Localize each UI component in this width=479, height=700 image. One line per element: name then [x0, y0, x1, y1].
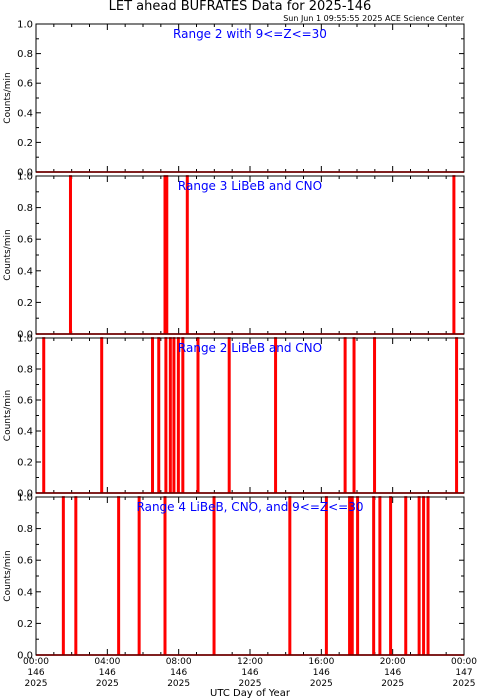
y-axis-label: Counts/min: [3, 390, 13, 441]
x-tick-label: 146: [27, 668, 44, 678]
y-tick-label: 0.8: [17, 365, 33, 376]
x-tick-label: 147: [455, 668, 472, 678]
x-tick-label: 2025: [310, 679, 333, 689]
x-tick-label: 20:00: [380, 657, 406, 667]
y-tick-label: 0.6: [17, 556, 33, 567]
panel-3: 0.0 0.2 0.4 0.6 0.8 1.0 Counts/min Range 2 LiBe…: [3, 334, 465, 500]
panel-frame: [35, 23, 465, 173]
x-tick-label: 00:00: [23, 657, 49, 667]
panels-group: 0.0 0.2 0.4 0.6 0.8 1.0 Counts/min Range 2 with…: [3, 20, 465, 662]
x-axis: 00:00146202504:00146202508:00146202512:0…: [23, 657, 477, 689]
y-tick-label: 0.4: [17, 108, 33, 119]
y-tick-label: 0.0: [17, 168, 33, 179]
y-tick-label: 1.0: [17, 172, 33, 183]
x-tick-label: 2025: [239, 679, 262, 689]
y-tick-label: 0.0: [17, 651, 33, 662]
page-title: LET ahead BUFRATES Data for 2025-146: [109, 0, 372, 14]
x-tick-label: 146: [170, 668, 187, 678]
y-tick-label: 0.2: [17, 458, 33, 469]
panel-frame: [35, 175, 465, 335]
data-trace: [36, 496, 464, 656]
x-tick-label: 146: [313, 668, 330, 678]
y-axis-label: Counts/min: [3, 550, 13, 601]
y-tick-label: 0.8: [17, 524, 33, 535]
y-tick-label: 0.6: [17, 396, 33, 407]
panel-label: Range 3 LiBeB and CNO: [178, 179, 322, 193]
x-tick-label: 2025: [167, 679, 190, 689]
x-tick-label: 12:00: [237, 657, 263, 667]
y-tick-label: 0.6: [17, 79, 33, 90]
y-tick-label: 0.4: [17, 266, 33, 277]
x-tick-label: 146: [99, 668, 116, 678]
x-tick-label: 2025: [381, 679, 404, 689]
panel-frame: [35, 496, 465, 656]
x-tick-label: 146: [384, 668, 401, 678]
y-tick-label: 0.4: [17, 587, 33, 598]
data-trace: [36, 337, 464, 494]
x-tick-label: 16:00: [308, 657, 334, 667]
y-tick-label: 0.8: [17, 203, 33, 214]
x-tick-label: 2025: [453, 679, 476, 689]
y-tick-label: 0.8: [17, 49, 33, 60]
x-axis-label: UTC Day of Year: [210, 688, 291, 699]
y-tick-label: 0.2: [17, 298, 33, 309]
panel-label: Range 2 with 9<=Z<=30: [173, 27, 327, 41]
panel-label: Range 4 LiBeB, CNO, and 9<=Z<=30: [137, 500, 364, 514]
x-tick-label: 146: [241, 668, 258, 678]
y-tick-label: 0.0: [17, 489, 33, 500]
y-axis-label: Counts/min: [3, 229, 13, 280]
panel-frame: [35, 337, 465, 494]
y-tick-label: 1.0: [17, 20, 33, 31]
data-trace: [36, 175, 464, 335]
x-tick-label: 04:00: [94, 657, 120, 667]
y-tick-label: 0.2: [17, 619, 33, 630]
x-tick-label: 2025: [25, 679, 48, 689]
y-tick-label: 0.0: [17, 330, 33, 341]
panel-2: 0.0 0.2 0.4 0.6 0.8 1.0 Counts/min Range 3 LiBe…: [3, 172, 465, 341]
y-tick-label: 0.4: [17, 427, 33, 438]
timestamp: Sun Jun 1 09:55:55 2025 ACE Science Cent…: [283, 14, 465, 23]
panel-4: 0.0 0.2 0.4 0.6 0.8 1.0 Counts/min Range 4 LiBe…: [3, 493, 465, 662]
y-tick-label: 1.0: [17, 493, 33, 504]
x-tick-label: 2025: [96, 679, 119, 689]
y-tick-label: 0.2: [17, 138, 33, 149]
panel-1: 0.0 0.2 0.4 0.6 0.8 1.0 Counts/min Range 2 with…: [3, 20, 465, 179]
x-tick-label: 00:00: [451, 657, 477, 667]
y-tick-label: 1.0: [17, 334, 33, 345]
panel-label: Range 2 LiBeB and CNO: [178, 341, 322, 355]
x-tick-label: 08:00: [166, 657, 192, 667]
y-axis-label: Counts/min: [3, 72, 13, 123]
y-tick-label: 0.6: [17, 235, 33, 246]
